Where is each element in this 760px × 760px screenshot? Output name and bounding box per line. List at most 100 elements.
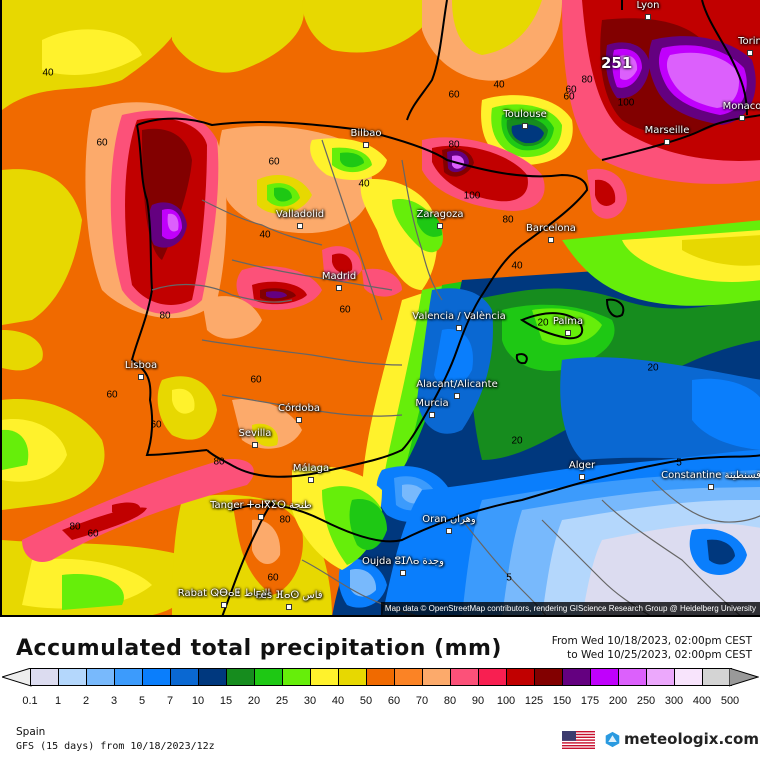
contour-label: 80 <box>69 521 81 533</box>
legend-swatch <box>283 669 311 685</box>
city-marker-icon <box>522 123 528 129</box>
city-marker-icon <box>221 602 227 608</box>
city-label[interactable]: Alger <box>568 460 596 471</box>
legend-swatch <box>563 669 591 685</box>
legend-swatch <box>395 669 423 685</box>
city-label[interactable]: Valencia / València <box>412 311 506 322</box>
city-label[interactable]: Murcia <box>415 398 449 409</box>
city-label[interactable]: Fès ⴼⴰⵙ فاس <box>255 590 323 601</box>
contour-label: 60 <box>106 389 118 401</box>
period-to: to Wed 10/25/2023, 02:00pm CEST <box>567 649 752 661</box>
legend-swatch <box>227 669 255 685</box>
city-marker-icon <box>363 142 369 148</box>
contour-label: 40 <box>493 79 505 91</box>
city-marker-icon <box>252 442 258 448</box>
city-label[interactable]: Barcelona <box>526 223 576 234</box>
contour-label: 60 <box>448 89 460 101</box>
city-label[interactable]: Rabat ⵕⴱⴰⵟ الرباط <box>177 588 271 599</box>
period-from: From Wed 10/18/2023, 02:00pm CEST <box>551 635 752 647</box>
legend-tick-label: 150 <box>552 695 572 707</box>
brand-name: meteologix.com <box>624 730 759 748</box>
legend-tick-label: 175 <box>580 695 600 707</box>
city-label[interactable]: Alacant/Alicante <box>416 379 498 390</box>
legend-swatch <box>423 669 451 685</box>
city-marker-icon <box>429 412 435 418</box>
city-label[interactable]: Oujda ⵓⵊⴷⴰ وجدة <box>362 556 444 567</box>
legend-under-arrow-icon <box>2 668 32 687</box>
city-label[interactable]: Lyon <box>636 0 660 11</box>
city-label[interactable]: Palma <box>552 316 584 327</box>
legend-color-bar <box>30 668 732 686</box>
contour-label: 60 <box>268 156 280 168</box>
city-label[interactable]: Málaga <box>292 463 330 474</box>
city-label[interactable]: Oran وهران <box>422 514 476 525</box>
city-label[interactable]: Monaco <box>722 101 760 112</box>
legend-tick-label: 10 <box>191 695 205 707</box>
legend-swatch <box>479 669 507 685</box>
city-label[interactable]: Lisboa <box>124 360 158 371</box>
legend-swatch <box>591 669 619 685</box>
contour-label: 60 <box>565 84 577 96</box>
legend-tick-label: 3 <box>110 695 118 707</box>
city-label[interactable]: Toulouse <box>503 109 547 120</box>
legend-tick-label: 50 <box>359 695 373 707</box>
city-label[interactable]: Valladolid <box>275 209 325 220</box>
contour-label: 40 <box>358 178 370 190</box>
legend-swatch <box>367 669 395 685</box>
legend-swatch <box>451 669 479 685</box>
legend-swatch <box>115 669 143 685</box>
precipitation-map[interactable]: 251 40 60 60 40 40 60 40 60 80 100 80 40 80 60 100 60 80… <box>0 0 760 617</box>
city-label[interactable]: Sevilla <box>238 428 272 439</box>
legend-tick-labels: 0.1 1 2 3 5 7 10 15 20 25 30 40 50 60 70 80 90 100 125 150 1… <box>0 695 760 709</box>
legend-tick-label: 100 <box>496 695 516 707</box>
legend-tick-label: 25 <box>275 695 289 707</box>
city-label[interactable]: Madrid <box>321 271 357 282</box>
city-marker-icon <box>308 477 314 483</box>
legend-tick-label: 125 <box>524 695 544 707</box>
contour-label: 60 <box>563 91 575 103</box>
meteologix-logo-icon <box>605 731 620 747</box>
legend-swatch <box>311 669 339 685</box>
contour-label: 80 <box>581 74 593 86</box>
legend-swatch <box>59 669 87 685</box>
city-label[interactable]: Zaragoza <box>416 209 464 220</box>
city-label[interactable]: Marseille <box>644 125 690 136</box>
city-label[interactable]: Torin <box>738 36 760 47</box>
city-label[interactable]: Tanger ⵜⴰⵏⴳⵉⵔ طنجة <box>210 500 312 511</box>
legend-tick-label: 20 <box>247 695 261 707</box>
city-label[interactable]: Córdoba <box>278 403 320 414</box>
contour-label: 60 <box>339 304 351 316</box>
city-marker-icon <box>258 514 264 520</box>
contour-label: 80 <box>448 139 460 151</box>
city-marker-icon <box>708 484 714 490</box>
legend-swatch <box>255 669 283 685</box>
city-marker-icon <box>579 474 585 480</box>
city-marker-icon <box>400 570 406 576</box>
city-label[interactable]: Constantine قسنطينة <box>661 470 760 481</box>
legend-tick-label: 90 <box>471 695 485 707</box>
city-marker-icon <box>548 237 554 243</box>
legend-swatch <box>87 669 115 685</box>
contour-label: 60 <box>250 374 262 386</box>
precipitation-field <box>2 0 760 615</box>
contour-label: 80 <box>213 456 225 468</box>
legend-tick-label: 250 <box>636 695 656 707</box>
legend-tick-label: 15 <box>219 695 233 707</box>
legend-tick-label: 500 <box>720 695 740 707</box>
us-flag-icon[interactable] <box>562 731 595 749</box>
city-marker-icon <box>138 374 144 380</box>
meteologix-brand[interactable]: meteologix.com <box>604 730 759 748</box>
legend-footer: Accumulated total precipitation (mm) Fro… <box>0 617 760 760</box>
contour-label: 60 <box>96 137 108 149</box>
legend-swatch <box>339 669 367 685</box>
city-marker-icon <box>664 139 670 145</box>
legend-swatch <box>171 669 199 685</box>
city-marker-icon <box>456 325 462 331</box>
city-label[interactable]: Bilbao <box>350 128 382 139</box>
map-attribution[interactable]: Map data © OpenStreetMap contributors, r… <box>380 602 760 615</box>
legend-swatch <box>619 669 647 685</box>
city-marker-icon <box>437 223 443 229</box>
region-label: Spain <box>16 726 46 738</box>
contour-label: 60 <box>150 419 162 431</box>
legend-tick-label: 70 <box>415 695 429 707</box>
